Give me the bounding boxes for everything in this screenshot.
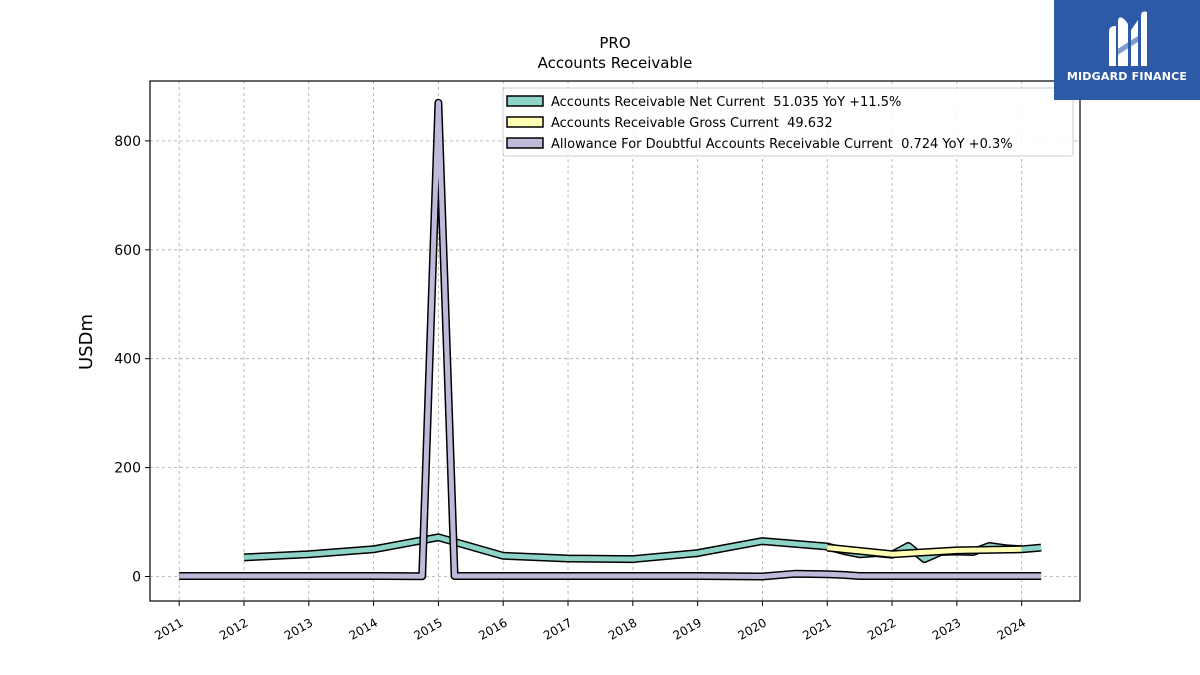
y-tick-label: 400: [114, 352, 141, 368]
legend-swatch: [506, 116, 544, 128]
y-axis: 0 200 400 600 800: [114, 134, 150, 585]
x-tick-label: 2011: [152, 615, 185, 642]
x-tick-label: 2019: [671, 615, 704, 642]
y-tick-label: 600: [114, 243, 141, 259]
y-tick-label: 800: [114, 134, 141, 150]
series-layer: [179, 98, 1042, 581]
legend-entry-1: Accounts Receivable Net Current 51.035 Y…: [551, 95, 901, 110]
x-tick-label: 2020: [735, 615, 768, 642]
series-line-fill: [826, 545, 1022, 557]
x-axis: 2011 2012 2013 2014 2015 2016 2017 2018 2019 2020…: [152, 601, 1028, 643]
x-tick-label: 2012: [217, 615, 250, 642]
logo-text: MIDGARD FINANCE: [1066, 70, 1188, 83]
grid-lines: [150, 81, 1080, 601]
x-tick-label: 2016: [476, 615, 509, 642]
x-tick-label: 2023: [930, 615, 963, 642]
logo: MIDGARD FINANCE: [1054, 0, 1200, 100]
legend-swatch: [506, 137, 544, 149]
x-tick-label: 2021: [800, 615, 833, 642]
x-tick-label: 2018: [606, 615, 639, 642]
legend: Accounts Receivable Net Current 51.035 Y…: [502, 87, 1074, 157]
y-tick-label: 0: [132, 569, 141, 585]
series-3-line: [179, 98, 1042, 581]
chart-title: PRO: [599, 34, 630, 52]
y-tick-label: 200: [114, 461, 141, 477]
x-tick-label: 2014: [347, 615, 380, 642]
midgard-m-icon: [1109, 11, 1147, 66]
legend-entry-3: Allowance For Doubtful Accounts Receivab…: [551, 137, 1013, 152]
x-tick-label: 2024: [995, 615, 1028, 642]
x-tick-label: 2022: [865, 615, 898, 642]
x-tick-label: 2017: [541, 615, 574, 642]
series-2-line: [826, 543, 1022, 559]
legend-swatch: [506, 95, 544, 107]
plot-frame: [149, 80, 1081, 602]
legend-entry-2: Accounts Receivable Gross Current 49.632: [551, 116, 833, 131]
legend-box: [502, 87, 1074, 157]
x-tick-label: 2013: [282, 615, 315, 642]
y-axis-label: USDm: [76, 314, 97, 370]
x-tick-label: 2015: [411, 615, 444, 642]
series-line-fill: [179, 100, 1042, 579]
chart-subtitle: Accounts Receivable: [538, 54, 693, 72]
